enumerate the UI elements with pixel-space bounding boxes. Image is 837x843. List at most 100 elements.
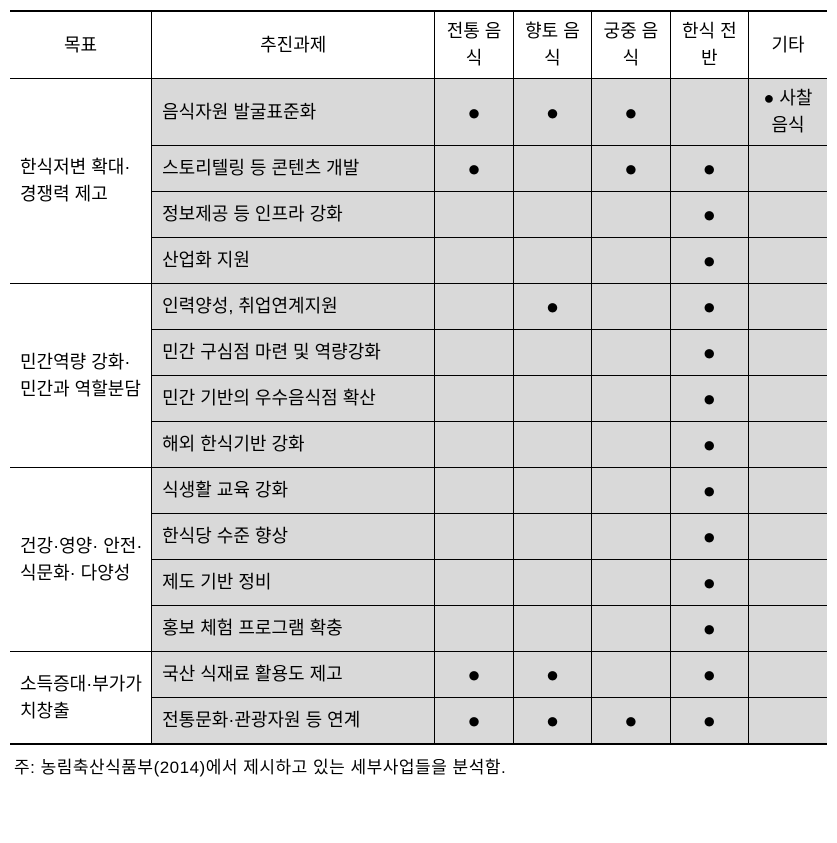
mark-cell xyxy=(592,422,670,468)
etc-cell xyxy=(749,514,827,560)
mark-cell: ● xyxy=(670,376,748,422)
mark-cell xyxy=(592,192,670,238)
mark-cell: ● xyxy=(592,79,670,146)
task-cell: 해외 한식기반 강화 xyxy=(152,422,435,468)
col-header-2: 향토 음식 xyxy=(513,11,591,79)
mark-cell: ● xyxy=(670,560,748,606)
mark-cell: ● xyxy=(592,146,670,192)
mark-cell: ● xyxy=(670,284,748,330)
col-header-1: 전통 음식 xyxy=(435,11,513,79)
mark-cell xyxy=(513,560,591,606)
etc-cell xyxy=(749,652,827,698)
etc-cell xyxy=(749,698,827,745)
mark-cell: ● xyxy=(670,238,748,284)
mark-cell xyxy=(592,238,670,284)
etc-cell xyxy=(749,146,827,192)
table-row: 건강·영양· 안전· 식문화· 다양성식생활 교육 강화● xyxy=(10,468,827,514)
policy-table: 목표 추진과제 전통 음식 향토 음식 궁중 음식 한식 전반 기타 한식저변 … xyxy=(10,10,827,745)
mark-cell: ● xyxy=(670,330,748,376)
table-body: 한식저변 확대· 경쟁력 제고음식자원 발굴표준화●●●● 사찰 음식스토리텔링… xyxy=(10,79,827,745)
task-cell: 민간 구심점 마련 및 역량강화 xyxy=(152,330,435,376)
etc-cell xyxy=(749,468,827,514)
task-cell: 제도 기반 정비 xyxy=(152,560,435,606)
mark-cell xyxy=(435,284,513,330)
etc-cell xyxy=(749,330,827,376)
etc-cell xyxy=(749,376,827,422)
mark-cell xyxy=(513,238,591,284)
task-cell: 홍보 체험 프로그램 확충 xyxy=(152,606,435,652)
col-header-4: 한식 전반 xyxy=(670,11,748,79)
mark-cell: ● xyxy=(435,146,513,192)
mark-cell xyxy=(670,79,748,146)
mark-cell xyxy=(435,468,513,514)
mark-cell: ● xyxy=(435,698,513,745)
mark-cell: ● xyxy=(670,514,748,560)
etc-cell xyxy=(749,238,827,284)
col-header-goal: 목표 xyxy=(10,11,152,79)
goal-cell: 한식저변 확대· 경쟁력 제고 xyxy=(10,79,152,284)
mark-cell xyxy=(513,330,591,376)
mark-cell xyxy=(592,284,670,330)
mark-cell xyxy=(513,192,591,238)
mark-cell xyxy=(435,192,513,238)
etc-cell xyxy=(749,284,827,330)
mark-cell: ● xyxy=(513,698,591,745)
etc-cell xyxy=(749,606,827,652)
task-cell: 스토리텔링 등 콘텐츠 개발 xyxy=(152,146,435,192)
goal-cell: 민간역량 강화· 민간과 역할분담 xyxy=(10,284,152,468)
mark-cell xyxy=(435,376,513,422)
task-cell: 전통문화·관광자원 등 연계 xyxy=(152,698,435,745)
goal-cell: 건강·영양· 안전· 식문화· 다양성 xyxy=(10,468,152,652)
task-cell: 음식자원 발굴표준화 xyxy=(152,79,435,146)
mark-cell xyxy=(435,422,513,468)
mark-cell: ● xyxy=(435,652,513,698)
mark-cell xyxy=(435,330,513,376)
etc-cell xyxy=(749,192,827,238)
mark-cell: ● xyxy=(670,422,748,468)
mark-cell: ● xyxy=(670,652,748,698)
mark-cell xyxy=(592,606,670,652)
col-header-5: 기타 xyxy=(749,11,827,79)
etc-cell: ● 사찰 음식 xyxy=(749,79,827,146)
mark-cell: ● xyxy=(592,698,670,745)
mark-cell xyxy=(592,330,670,376)
etc-cell xyxy=(749,422,827,468)
table-row: 한식저변 확대· 경쟁력 제고음식자원 발굴표준화●●●● 사찰 음식 xyxy=(10,79,827,146)
mark-cell: ● xyxy=(513,79,591,146)
mark-cell xyxy=(435,560,513,606)
task-cell: 국산 식재료 활용도 제고 xyxy=(152,652,435,698)
mark-cell: ● xyxy=(670,146,748,192)
etc-cell xyxy=(749,560,827,606)
mark-cell xyxy=(592,514,670,560)
footnote: 주: 농림축산식품부(2014)에서 제시하고 있는 세부사업들을 분석함. xyxy=(10,745,827,778)
mark-cell xyxy=(435,238,513,284)
col-header-3: 궁중 음식 xyxy=(592,11,670,79)
mark-cell xyxy=(513,422,591,468)
task-cell: 정보제공 등 인프라 강화 xyxy=(152,192,435,238)
mark-cell: ● xyxy=(513,652,591,698)
mark-cell: ● xyxy=(670,192,748,238)
goal-cell: 소득증대·부가가치창출 xyxy=(10,652,152,745)
task-cell: 인력양성, 취업연계지원 xyxy=(152,284,435,330)
col-header-task: 추진과제 xyxy=(152,11,435,79)
mark-cell xyxy=(513,146,591,192)
mark-cell xyxy=(435,514,513,560)
header-row: 목표 추진과제 전통 음식 향토 음식 궁중 음식 한식 전반 기타 xyxy=(10,11,827,79)
mark-cell xyxy=(435,606,513,652)
task-cell: 산업화 지원 xyxy=(152,238,435,284)
mark-cell: ● xyxy=(670,698,748,745)
mark-cell xyxy=(592,560,670,606)
mark-cell: ● xyxy=(670,606,748,652)
mark-cell xyxy=(513,514,591,560)
mark-cell xyxy=(592,468,670,514)
task-cell: 식생활 교육 강화 xyxy=(152,468,435,514)
mark-cell xyxy=(592,652,670,698)
mark-cell: ● xyxy=(513,284,591,330)
table-row: 민간역량 강화· 민간과 역할분담인력양성, 취업연계지원●● xyxy=(10,284,827,330)
task-cell: 민간 기반의 우수음식점 확산 xyxy=(152,376,435,422)
table-row: 소득증대·부가가치창출국산 식재료 활용도 제고●●● xyxy=(10,652,827,698)
mark-cell: ● xyxy=(435,79,513,146)
mark-cell: ● xyxy=(670,468,748,514)
mark-cell xyxy=(513,376,591,422)
mark-cell xyxy=(513,606,591,652)
